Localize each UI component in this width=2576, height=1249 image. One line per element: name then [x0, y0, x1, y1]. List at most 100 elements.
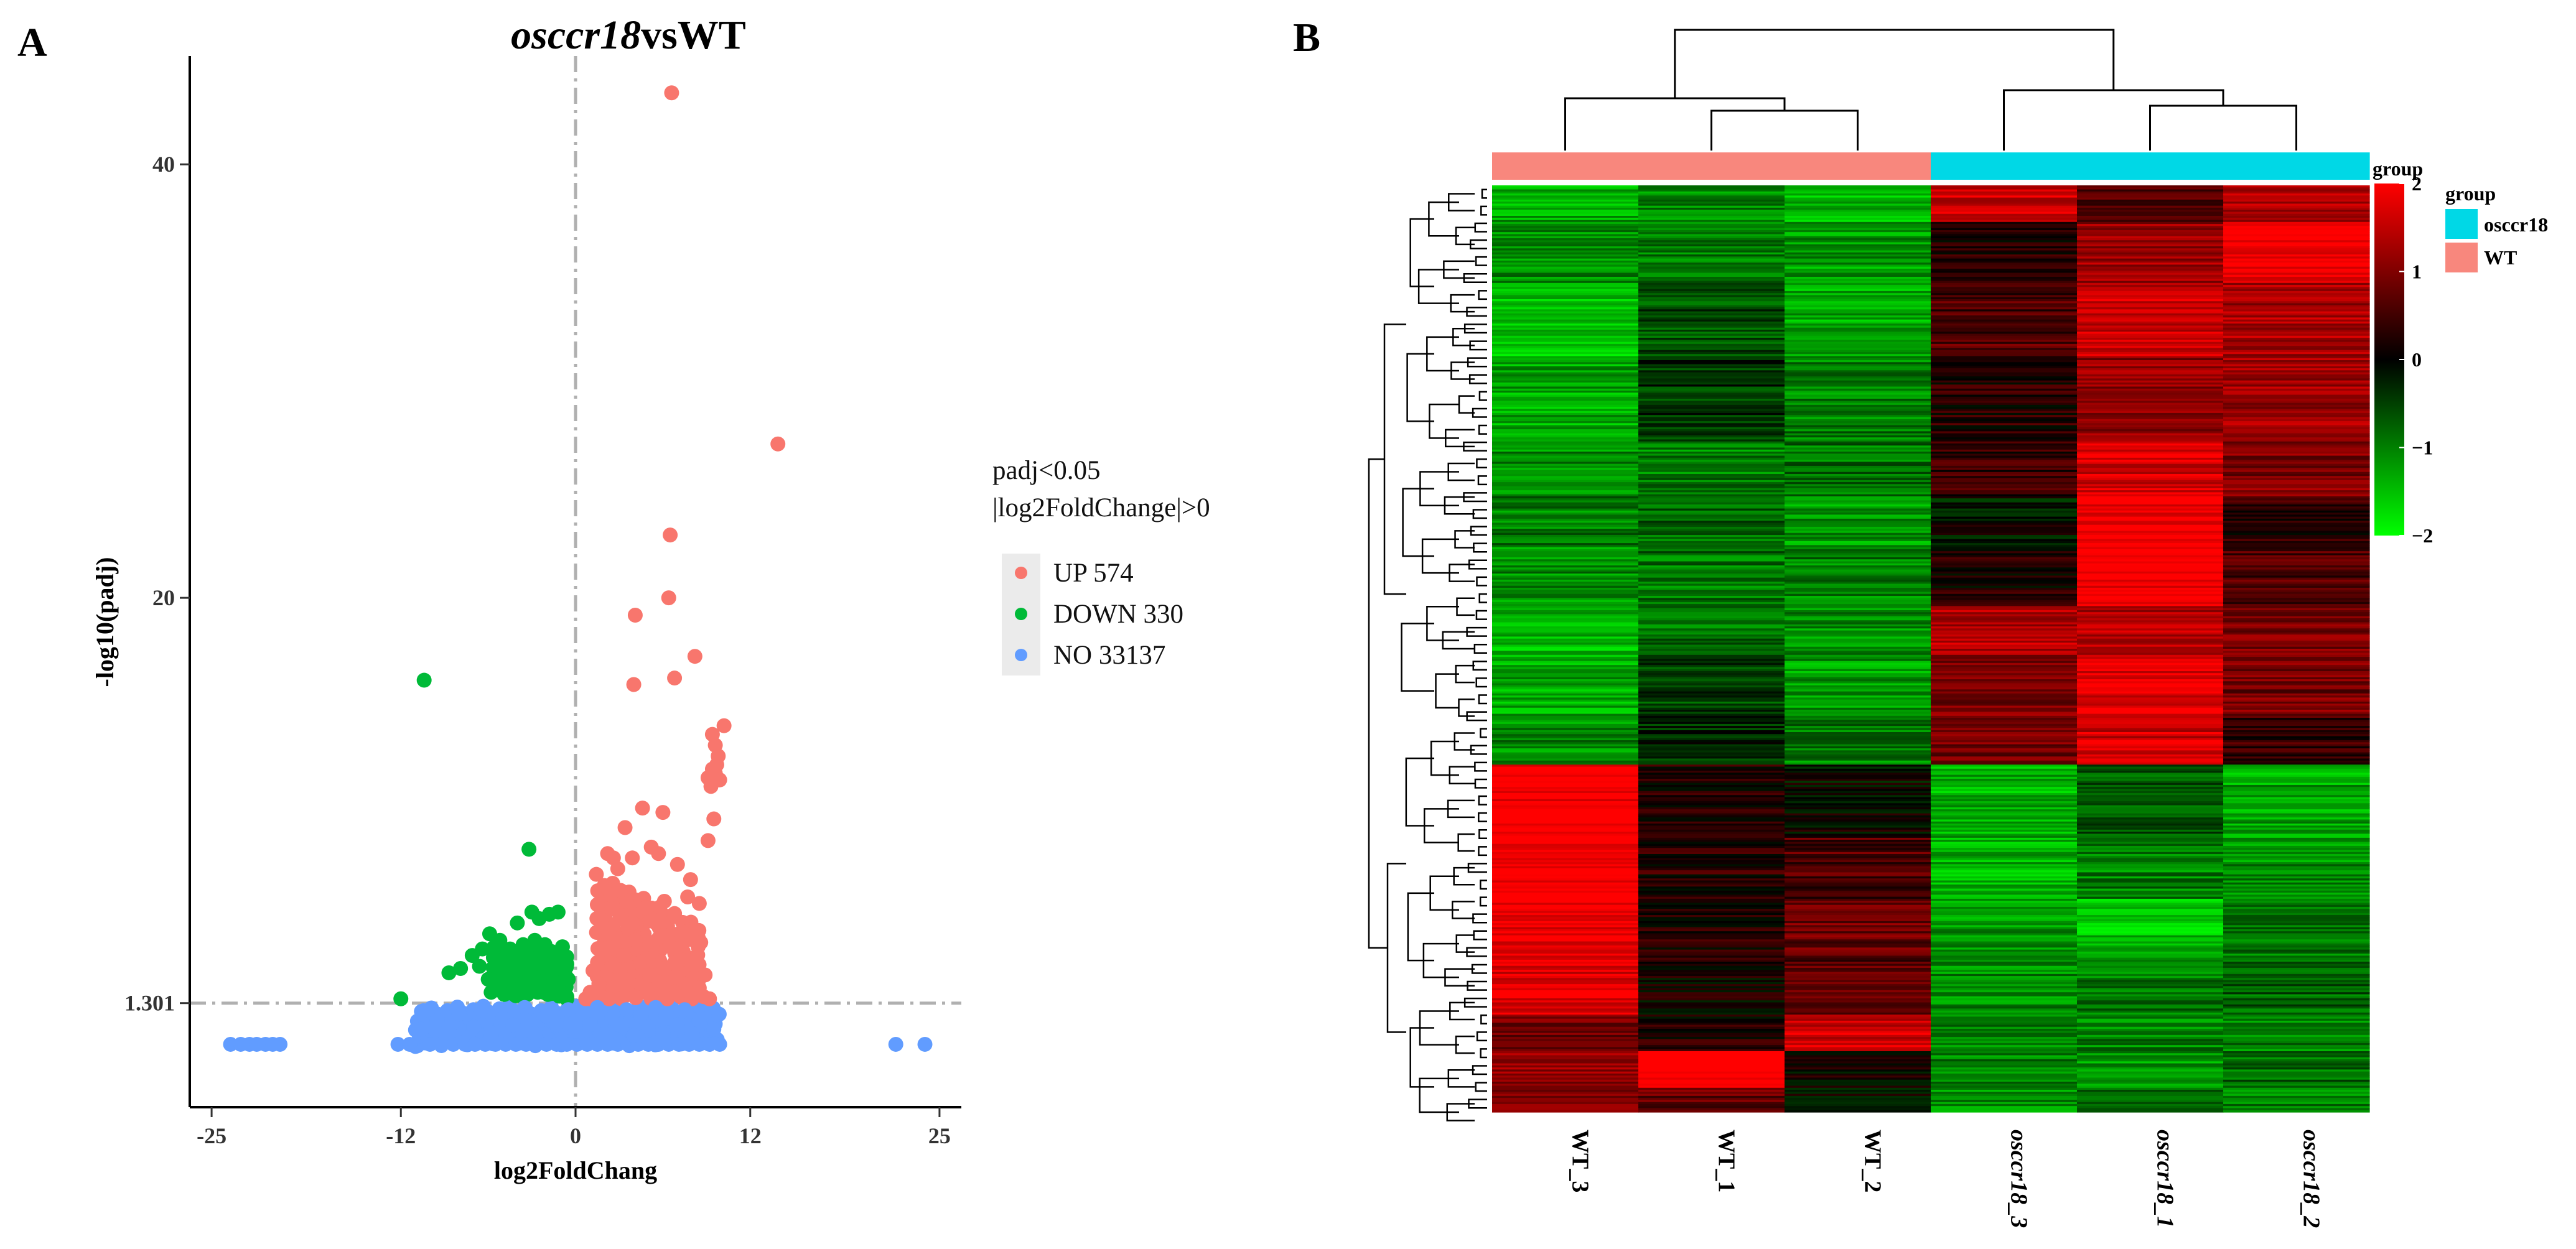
heatmap-cell — [1638, 872, 1785, 875]
heatmap-cell — [1931, 848, 2078, 851]
heatmap-cell — [1638, 1106, 1785, 1109]
heatmap-cell — [1638, 665, 1785, 668]
heatmap-cell — [1638, 779, 1785, 781]
heatmap-cell — [2223, 885, 2370, 887]
heatmap-cell — [2223, 384, 2370, 388]
heatmap-cell — [1638, 1108, 1785, 1111]
heatmap-cell — [2077, 782, 2224, 786]
heatmap-cell — [1785, 862, 1931, 865]
heatmap-cell — [2223, 644, 2370, 648]
point-up — [698, 967, 713, 983]
heatmap-cell — [2223, 754, 2370, 757]
heatmap-cell — [2223, 949, 2370, 952]
heatmap-cell — [1492, 409, 1639, 412]
heatmap-cell — [2077, 319, 2224, 322]
heatmap-cell — [1785, 399, 1931, 401]
heatmap-cell — [1638, 250, 1785, 253]
heatmap-cell — [1785, 315, 1931, 318]
heatmap-cell — [1931, 677, 2078, 680]
heatmap-cell — [1785, 722, 1931, 725]
heatmap-cell — [2223, 738, 2370, 741]
heatmap-cell — [1492, 921, 1639, 924]
heatmap-cell — [1785, 508, 1931, 511]
heatmap-cell — [1492, 502, 1639, 505]
heatmap-cell — [2077, 744, 2224, 747]
heatmap-cell — [2223, 419, 2370, 422]
heatmap-cell — [2077, 978, 2224, 981]
heatmap-cell — [1492, 421, 1639, 424]
heatmap-cell — [1931, 1073, 2078, 1076]
heatmap-cell — [1638, 854, 1785, 857]
heatmap-cell — [2077, 896, 2224, 899]
heatmap-cell — [1492, 282, 1639, 286]
heatmap-cell — [2077, 888, 2224, 891]
legend-label-down: DOWN 330 — [1053, 600, 1183, 629]
heatmap-cell — [1931, 561, 2078, 564]
heatmap-cell — [1931, 904, 2078, 908]
heatmap-cell — [1638, 679, 1785, 682]
heatmap-cell — [1638, 244, 1785, 247]
heatmap-cell — [1492, 504, 1639, 507]
heatmap-cell — [1785, 557, 1931, 560]
heatmap-cell — [2077, 596, 2224, 598]
heatmap-cell — [1638, 951, 1785, 954]
heatmap-cell — [1492, 610, 1639, 613]
heatmap-cell — [1638, 338, 1785, 340]
heatmap-cell — [1492, 807, 1639, 810]
heatmap-cell — [1638, 697, 1785, 700]
heatmap-cell — [1638, 856, 1785, 859]
heatmap-cell — [1931, 978, 2078, 981]
heatmap-cell — [1931, 689, 2078, 692]
heatmap-cell — [1931, 640, 2078, 643]
heatmap-cell — [2077, 835, 2224, 838]
heatmap-cell — [1785, 825, 1931, 829]
heatmap-cell — [1492, 582, 1639, 585]
point-up — [591, 976, 607, 991]
heatmap-cell — [1492, 990, 1639, 993]
point-up — [617, 820, 633, 835]
heatmap-cell — [1638, 809, 1785, 812]
heatmap-cell — [2223, 782, 2370, 786]
heatmap-cell — [1492, 1018, 1639, 1021]
heatmap-cell — [1638, 972, 1785, 975]
heatmap-cell — [1785, 514, 1931, 518]
heatmap-cell — [2223, 360, 2370, 363]
heatmap-cell — [1492, 1023, 1639, 1026]
heatmap-cell — [2223, 447, 2370, 450]
heatmap-cell — [1492, 555, 1639, 558]
heatmap-cell — [1492, 1008, 1639, 1011]
heatmap-cell — [1785, 782, 1931, 786]
heatmap-cell — [1492, 573, 1639, 576]
heatmap-cell — [1492, 909, 1639, 912]
heatmap-cell — [2077, 494, 2224, 497]
heatmap-cell — [2223, 191, 2370, 194]
heatmap-cell — [1931, 837, 2078, 840]
heatmap-cell — [1931, 366, 2078, 369]
heatmap-cell — [2077, 480, 2224, 483]
heatmap-cell — [2077, 734, 2224, 737]
heatmap-cell — [1785, 901, 1931, 904]
heatmap-cell — [1638, 1018, 1785, 1021]
heatmap-cell — [2077, 628, 2224, 631]
heatmap-cell — [1638, 268, 1785, 271]
heatmap-cell — [1638, 596, 1785, 598]
heatmap-cell — [1785, 773, 1931, 776]
heatmap-cell — [1638, 652, 1785, 656]
heatmap-cell — [1931, 915, 2078, 917]
heatmap-cell — [1931, 988, 2078, 991]
heatmap-cell — [1785, 1012, 1931, 1015]
heatmap-cell — [1931, 935, 2078, 938]
heatmap-cell — [1492, 1047, 1639, 1050]
heatmap-cell — [2077, 268, 2224, 271]
heatmap-cell — [1785, 1061, 1931, 1064]
heatmap-cell — [1785, 443, 1931, 446]
heatmap-cell — [1785, 691, 1931, 694]
heatmap-cell — [1638, 463, 1785, 467]
heatmap-cell — [1785, 903, 1931, 906]
heatmap-cell — [1931, 315, 2078, 318]
heatmap-cell — [1492, 557, 1639, 560]
heatmap-cell — [1931, 453, 2078, 457]
heatmap-cell — [1785, 220, 1931, 223]
heatmap-cell — [2077, 817, 2224, 820]
heatmap-cell — [1785, 465, 1931, 468]
